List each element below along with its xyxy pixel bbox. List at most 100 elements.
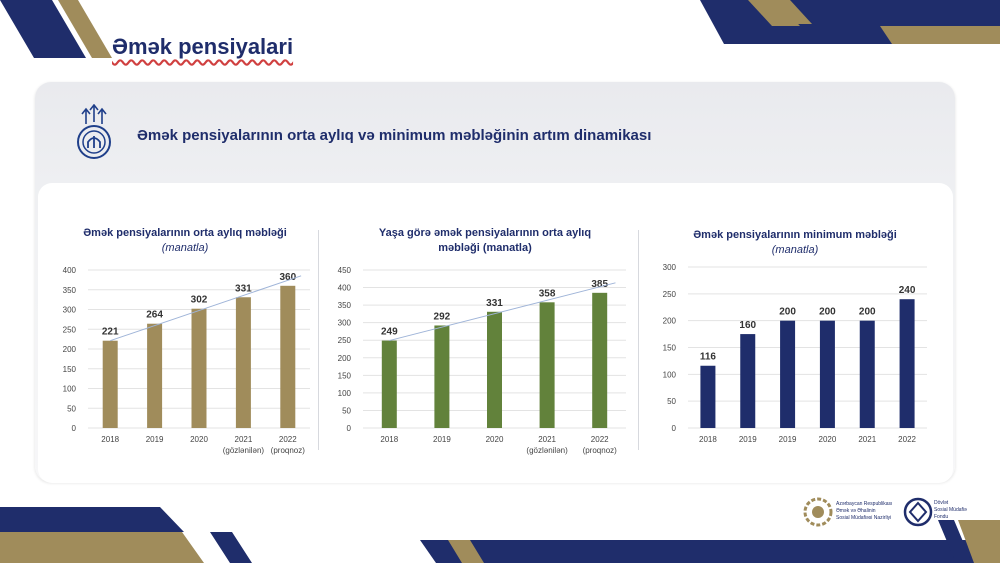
bar bbox=[592, 292, 608, 428]
x-tick-label: 2019 bbox=[433, 435, 451, 444]
page-title: Əmək pensiyalari bbox=[112, 34, 294, 59]
bar bbox=[780, 320, 796, 428]
y-tick-label: 50 bbox=[667, 397, 676, 406]
trendline bbox=[110, 275, 302, 342]
data-label: 249 bbox=[381, 327, 398, 338]
y-tick-label: 350 bbox=[63, 286, 77, 295]
bar bbox=[235, 297, 251, 428]
y-tick-label: 450 bbox=[338, 266, 352, 275]
bar bbox=[434, 325, 450, 428]
chart-divider-2 bbox=[638, 230, 639, 450]
chart-age-pension: 0 50 100 150 200 250 300 350 400 450 249 2018 292 201… bbox=[338, 266, 626, 455]
bar bbox=[381, 340, 397, 428]
chart-2-title-line-2: məbləği (manatla) bbox=[438, 242, 532, 254]
bar bbox=[819, 320, 835, 428]
y-tick-label: 0 bbox=[347, 424, 352, 433]
data-label: 302 bbox=[191, 295, 208, 306]
y-tick-label: 200 bbox=[663, 317, 677, 326]
fund-logo-line-3: Fondu bbox=[934, 514, 948, 520]
y-tick-label: 100 bbox=[338, 389, 352, 398]
bar bbox=[700, 365, 716, 428]
chart-minimum-pension: 0 50 100 150 200 250 300 116 2018 160 2019 200 2019 2… bbox=[663, 263, 927, 444]
y-tick-label: 200 bbox=[338, 354, 352, 363]
pension-growth-icon bbox=[77, 104, 111, 159]
bar bbox=[859, 320, 875, 428]
data-label: 358 bbox=[539, 288, 556, 299]
slide-subtitle: Əmək pensiyalarının orta aylıq və minimu… bbox=[137, 127, 652, 144]
y-tick-label: 300 bbox=[63, 306, 77, 315]
chart-3-title-block: Əmək pensiyalarının minimum məbləği (man… bbox=[660, 228, 930, 258]
x-tick-sublabel: (gözlənilən) bbox=[526, 446, 568, 455]
y-tick-label: 200 bbox=[63, 345, 77, 354]
x-tick-label: 2021 bbox=[538, 435, 556, 444]
data-label: 200 bbox=[819, 307, 836, 318]
bar bbox=[191, 308, 207, 428]
fund-logo-icon bbox=[903, 497, 933, 527]
y-tick-label: 150 bbox=[338, 371, 352, 380]
data-label: 331 bbox=[486, 298, 503, 309]
data-label: 292 bbox=[434, 311, 451, 322]
bar bbox=[487, 311, 502, 428]
x-tick-sublabel: (proqnoz) bbox=[583, 446, 618, 455]
y-tick-label: 400 bbox=[338, 284, 352, 293]
bar bbox=[899, 299, 915, 428]
data-label: 331 bbox=[235, 283, 252, 294]
data-label: 385 bbox=[591, 279, 608, 290]
x-tick-label: 2020 bbox=[819, 435, 837, 444]
y-tick-label: 0 bbox=[72, 424, 77, 433]
trendline bbox=[389, 282, 616, 342]
data-label: 360 bbox=[279, 272, 296, 283]
bar bbox=[102, 340, 118, 428]
ministry-logo-line-1: Azərbaycan Respublikası bbox=[836, 501, 892, 507]
y-tick-label: 250 bbox=[338, 336, 352, 345]
x-tick-label: 2020 bbox=[190, 435, 208, 444]
y-tick-label: 300 bbox=[338, 319, 352, 328]
chart-divider-1 bbox=[318, 230, 319, 450]
y-tick-label: 150 bbox=[663, 344, 677, 353]
y-tick-label: 350 bbox=[338, 301, 352, 310]
chart-1-title-block: Əmək pensiyalarının orta aylıq məbləği (… bbox=[60, 226, 310, 256]
x-tick-label: 2022 bbox=[279, 435, 297, 444]
y-tick-label: 400 bbox=[63, 266, 77, 275]
x-tick-label: 2019 bbox=[146, 435, 164, 444]
x-tick-label: 2018 bbox=[699, 435, 717, 444]
y-tick-label: 50 bbox=[67, 404, 76, 413]
logos: Azərbaycan Respublikası Əmək və Əhalinin… bbox=[803, 497, 967, 527]
x-tick-label: 2019 bbox=[779, 435, 797, 444]
bar bbox=[740, 334, 756, 428]
bar bbox=[147, 323, 163, 428]
ministry-logo-line-2: Əmək və Əhalinin bbox=[836, 508, 876, 514]
chart-3-title: Əmək pensiyalarının minimum məbləği bbox=[693, 229, 897, 241]
x-tick-label: 2021 bbox=[235, 435, 253, 444]
x-tick-label: 2022 bbox=[591, 435, 609, 444]
chart-1-title: Əmək pensiyalarının orta aylıq məbləği bbox=[83, 227, 287, 239]
fund-logo-line-2: Sosial Müdafiə bbox=[934, 507, 967, 513]
x-tick-label: 2019 bbox=[739, 435, 757, 444]
ministry-logo-line-3: Sosial Müdafiəsi Nazirliyi bbox=[836, 515, 891, 521]
x-tick-sublabel: (gözlənilən) bbox=[223, 446, 265, 455]
x-tick-label: 2021 bbox=[858, 435, 876, 444]
y-tick-label: 0 bbox=[672, 424, 677, 433]
chart-average-pension: 0 50 100 150 200 250 300 350 400 221 2018 264 2019 30… bbox=[63, 266, 310, 455]
x-tick-sublabel: (proqnoz) bbox=[271, 446, 306, 455]
ministry-logo-icon bbox=[803, 497, 833, 527]
y-tick-label: 100 bbox=[663, 370, 677, 379]
x-tick-label: 2018 bbox=[101, 435, 119, 444]
bar bbox=[539, 302, 555, 428]
data-label: 200 bbox=[859, 307, 876, 318]
data-label: 221 bbox=[102, 327, 119, 338]
y-tick-label: 150 bbox=[63, 365, 77, 374]
y-tick-label: 250 bbox=[663, 290, 677, 299]
bar bbox=[280, 285, 296, 428]
data-label: 200 bbox=[779, 307, 796, 318]
y-tick-label: 100 bbox=[63, 385, 77, 394]
fund-logo-line-1: Dövlət bbox=[934, 500, 949, 506]
x-tick-label: 2020 bbox=[486, 435, 504, 444]
chart-1-unit: (manatla) bbox=[161, 242, 209, 254]
data-label: 264 bbox=[146, 310, 163, 321]
data-label: 240 bbox=[899, 285, 916, 296]
x-tick-label: 2022 bbox=[898, 435, 916, 444]
x-tick-label: 2018 bbox=[380, 435, 398, 444]
chart-2-title-line-1: Yaşa görə əmək pensiyalarının orta aylıq bbox=[378, 227, 592, 239]
